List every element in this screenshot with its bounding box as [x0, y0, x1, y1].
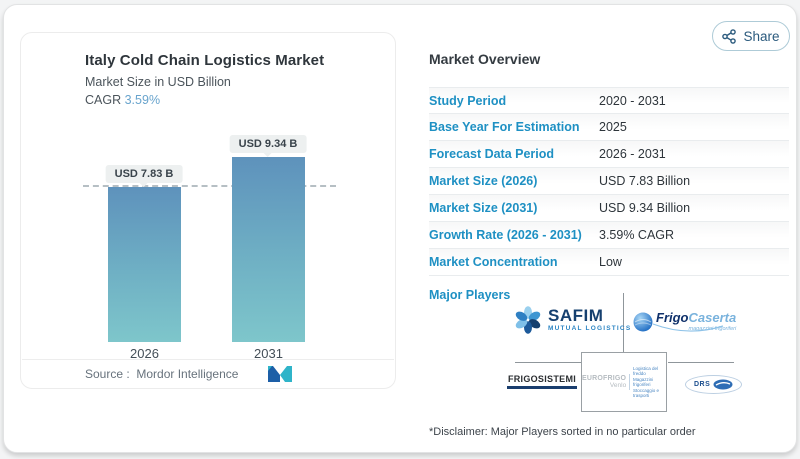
row-value: USD 7.83 Billion	[599, 174, 691, 188]
drs-name: DRS	[694, 381, 711, 388]
logo-grid-vertical-divider	[623, 293, 624, 352]
row-value: 2020 - 2031	[599, 93, 666, 108]
row-label: Market Concentration	[429, 255, 558, 269]
table-row: Growth Rate (2026 - 2031) 3.59% CAGR	[429, 222, 789, 249]
safim-logo: SAFIM MUTUAL LOGISTICS	[513, 305, 631, 335]
table-row: Market Size (2026) USD 7.83 Billion	[429, 168, 789, 195]
eurofrigo-logo: EUROFRIGO Venlo Logistica del freddo Mag…	[582, 366, 666, 399]
frigocaserta-swoosh-icon	[652, 323, 724, 332]
source-text: Source : Mordor Intelligence	[85, 367, 238, 381]
drs-logo: DRS	[685, 375, 743, 394]
row-label: Market Size (2031)	[429, 201, 538, 215]
row-value: Low	[599, 255, 622, 269]
report-card: Italy Cold Chain Logistics Market Market…	[3, 4, 797, 453]
row-label: Market Size (2026)	[429, 174, 538, 188]
x-axis-label-2026: 2026	[130, 346, 159, 361]
row-value: 2026 - 2031	[599, 147, 666, 161]
x-axis-label-2031: 2031	[254, 346, 283, 361]
bar-value-label-2026: USD 7.83 B	[105, 164, 183, 183]
source-row: Source : Mordor Intelligence	[22, 359, 394, 388]
bar-2031	[232, 156, 305, 342]
row-label: Forecast Data Period	[429, 147, 555, 161]
frigocaserta-logo: FrigoCaserta magazzini frigoriferi	[633, 311, 736, 332]
bar-2026	[108, 186, 181, 342]
eurofrigo-line: Magazzini frigoriferi	[632, 376, 654, 388]
safim-name: SAFIM	[548, 306, 604, 325]
market-size-chart-card: Italy Cold Chain Logistics Market Market…	[20, 32, 396, 389]
table-row: Forecast Data Period 2026 - 2031	[429, 141, 789, 168]
row-label: Study Period	[429, 93, 507, 108]
row-value: 3.59% CAGR	[599, 228, 675, 242]
bar-value-label-2031: USD 9.34 B	[229, 134, 307, 153]
row-value: USD 9.34 Billion	[599, 201, 691, 215]
bar-chart: USD 7.83 B USD 9.34 B 2026 2031	[21, 33, 395, 388]
chart-title: Italy Cold Chain Logistics Market	[85, 52, 325, 69]
safim-pinwheel-icon	[515, 306, 541, 334]
share-button[interactable]: Share	[712, 21, 790, 51]
cagr-label: CAGR	[85, 93, 122, 107]
frigosistemi-name: FRIGOSISTEMI	[507, 374, 577, 384]
frigocaserta-name: FrigoCaserta	[652, 311, 736, 332]
chart-header: Italy Cold Chain Logistics Market Market…	[85, 52, 324, 107]
table-row: Market Size (2031) USD 9.34 Billion	[429, 195, 789, 222]
safim-tagline: MUTUAL LOGISTICS	[548, 325, 632, 332]
mordor-intelligence-logo-icon	[268, 366, 292, 387]
overview-table: Study Period 2020 - 2031 Base Year For Es…	[429, 87, 789, 276]
row-label: Growth Rate (2026 - 2031)	[429, 228, 582, 242]
frigosistemi-logo: FRIGOSISTEMI	[507, 374, 577, 389]
eurofrigo-location: Venlo	[609, 382, 627, 389]
eurofrigo-logo-box: EUROFRIGO Venlo Logistica del freddo Mag…	[581, 352, 667, 412]
table-row: Market Concentration Low	[429, 249, 789, 276]
source-label: Source :	[85, 367, 130, 381]
drs-ellipse-icon	[713, 379, 733, 390]
cagr-line: CAGR 3.59%	[85, 93, 324, 107]
source-value: Mordor Intelligence	[136, 367, 239, 381]
share-icon	[722, 28, 737, 44]
frigocaserta-globe-icon	[633, 312, 653, 331]
table-row: Base Year For Estimation 2025	[429, 114, 789, 141]
logo-grid-hline-left	[515, 362, 581, 363]
row-label: Base Year For Estimation	[429, 120, 580, 134]
table-row: Study Period 2020 - 2031	[429, 87, 789, 114]
eurofrigo-line: Logistica del freddo	[632, 365, 658, 377]
disclaimer-text: *Disclaimer: Major Players sorted in no …	[429, 426, 696, 438]
eurofrigo-divider	[629, 374, 630, 390]
reference-dashed-line	[83, 184, 336, 187]
eurofrigo-name: EUROFRIGO	[582, 375, 627, 382]
eurofrigo-line: Stoccaggio e trasporti	[632, 387, 659, 399]
logo-grid-hline-right	[668, 362, 734, 363]
major-players-logos: SAFIM MUTUAL LOGISTICS	[501, 291, 743, 421]
chart-subtitle: Market Size in USD Billion	[85, 75, 231, 89]
overview-heading: Market Overview	[429, 51, 541, 67]
major-players-label: Major Players	[429, 288, 511, 302]
frigosistemi-underline	[507, 386, 577, 389]
share-button-label: Share	[743, 28, 780, 44]
cagr-value: 3.59%	[124, 93, 161, 107]
row-value: 2025	[599, 120, 627, 134]
